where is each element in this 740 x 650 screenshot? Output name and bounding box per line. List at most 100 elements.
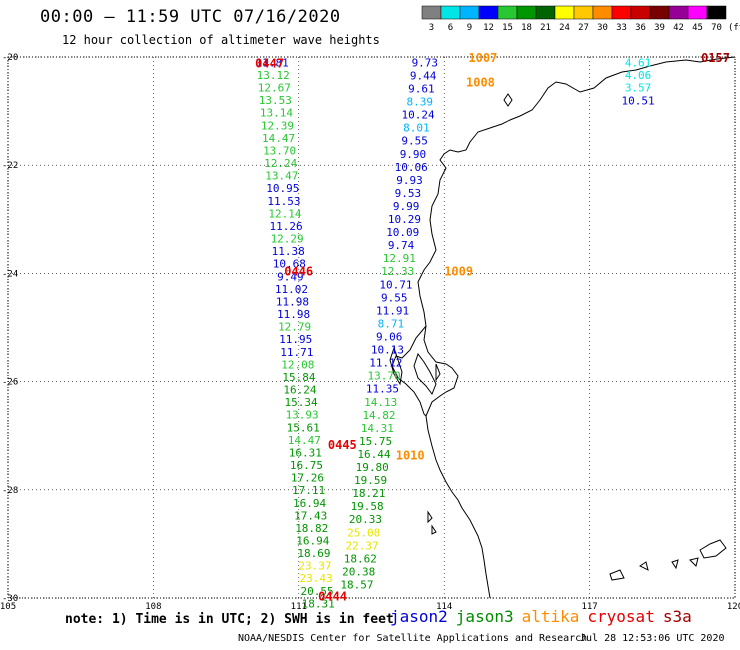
colorbar-label: 39 [654, 23, 665, 33]
wave-height-value: 14.13 [364, 396, 397, 409]
pass-number-label: 1007 [468, 51, 497, 65]
wave-height-value: 10.95 [266, 182, 299, 195]
wave-height-value: 23.43 [299, 572, 332, 585]
colorbar-label: 36 [635, 23, 646, 33]
wave-height-value: 22.37 [345, 539, 378, 552]
lat-tick-label: -28 [2, 486, 18, 496]
lon-tick-label: 108 [145, 602, 161, 612]
wave-height-value: 13.47 [265, 170, 298, 183]
colorbar-swatch [497, 5, 518, 20]
wave-height-value: 9.99 [393, 200, 420, 213]
wave-height-value: 8.71 [378, 317, 405, 330]
wave-height-value: 12.14 [268, 207, 301, 220]
legend-jason3: jason3 [455, 607, 514, 626]
wave-height-value: 10.13 [371, 344, 404, 357]
lon-tick-label: 114 [436, 602, 452, 612]
colorbar-label: 12 [483, 23, 494, 33]
wave-height-value: 9.90 [400, 148, 427, 161]
frame-border [7, 56, 736, 599]
colorbar-swatch [592, 5, 613, 20]
wave-height-value: 11.91 [376, 304, 409, 317]
lat-tick-label: -22 [2, 161, 18, 171]
colorbar-label: 18 [521, 23, 532, 33]
pass-number-label: 0445 [328, 438, 357, 452]
wave-height-value: 9.55 [381, 291, 408, 304]
pass-number-label: 0446 [284, 265, 313, 279]
legend-s3a: s3a [662, 607, 692, 626]
pass-labels: 0447 0446 0445 0444 1007 1008 1009 1010 0157 [255, 51, 730, 603]
map-frame [7, 56, 736, 599]
wave-height-value: 9.06 [376, 330, 403, 343]
altimeter-tracks: 11.8113.1212.6713.5313.1412.3914.4713.70… [256, 56, 655, 610]
wave-height-value: 17.43 [294, 509, 327, 522]
colorbar-label: 70 [711, 23, 722, 33]
wave-height-value: 15.84 [282, 371, 315, 384]
pass-number-label: 1008 [466, 75, 495, 89]
satellite-legend: jason2 jason3 altika cryosat s3a [390, 607, 700, 626]
footer-credit: NOAA/NESDIS Center for Satellite Applica… [238, 633, 588, 644]
dirk-hartog-island [389, 346, 403, 386]
wave-height-value: 4.06 [625, 69, 652, 82]
colorbar-swatch [421, 5, 442, 20]
pass-number-label: 1010 [396, 449, 425, 463]
wave-height-value: 4.61 [625, 56, 652, 69]
wave-height-value: 13.70 [368, 370, 401, 383]
pass-number-label: 0444 [318, 589, 347, 603]
wave-height-value: 11.98 [277, 308, 310, 321]
shark-bay-inlet [391, 325, 427, 417]
colorbar-label: 21 [540, 23, 551, 33]
colorbar-label: 6 [448, 23, 453, 33]
colorbar-swatch [554, 5, 575, 20]
colorbar-swatch [687, 5, 708, 20]
map-title: 00:00 – 11:59 UTC 07/16/2020 [40, 7, 341, 27]
wave-height-value: 17.26 [291, 472, 324, 485]
wave-height-value: 13.53 [259, 94, 292, 107]
colorbar-swatch [535, 5, 556, 20]
wave-height-value: 18.31 [302, 597, 335, 610]
wave-height-value: 12.08 [281, 358, 314, 371]
peron-peninsula [413, 352, 437, 396]
wave-height-value: 16.24 [283, 384, 316, 397]
colorbar-label: 9 [467, 23, 472, 33]
wave-height-value: 20.33 [349, 513, 382, 526]
wave-height-value: 16.75 [290, 459, 323, 472]
wave-height-value: 17.11 [292, 484, 325, 497]
wave-height-value: 9.74 [388, 239, 415, 252]
wave-height-value: 11.35 [366, 383, 399, 396]
legend-jason2: jason2 [390, 607, 448, 626]
wave-height-value: 20.38 [342, 565, 375, 578]
islands-south [427, 510, 437, 535]
legend-altika: altika [521, 607, 580, 626]
lon-tick-label: 120 [727, 602, 740, 612]
lon-tick-label: 105 [0, 602, 16, 612]
wave-height-value: 11.81 [256, 56, 289, 69]
wave-height-value: 12.33 [381, 265, 414, 278]
wave-height-value: 14.47 [288, 434, 321, 447]
lat-tick-label: -30 [2, 594, 18, 604]
wave-height-value: 12.79 [278, 321, 311, 334]
wave-height-value: 10.06 [395, 161, 428, 174]
wave-height-value: 9.44 [410, 69, 437, 82]
wave-height-value: 11.98 [276, 295, 309, 308]
colorbar-label: 45 [692, 23, 703, 33]
wave-height-value: 12.24 [264, 157, 297, 170]
south-coast-islands [609, 539, 727, 581]
wave-height-value: 14.47 [262, 132, 295, 145]
colorbar-swatch [516, 5, 537, 20]
wave-height-value: 14.31 [361, 422, 394, 435]
wave-height-value: 20.55 [301, 585, 334, 598]
wave-height-value: 12.29 [271, 233, 304, 246]
pass-number-label: 1009 [444, 265, 473, 279]
wave-height-value: 18.69 [297, 547, 330, 560]
colorbar-label: 24 [559, 23, 570, 33]
wave-height-value: 23.37 [298, 560, 331, 573]
wave-height-value: 19.80 [356, 461, 389, 474]
colorbar-swatch [706, 5, 727, 20]
wave-height-value: 13.14 [260, 107, 293, 120]
lat-tick-label: -24 [2, 269, 18, 279]
wave-height-value: 15.75 [359, 435, 392, 448]
wave-height-value: 10.68 [273, 258, 306, 271]
colorbar-label: 27 [578, 23, 589, 33]
wave-height-value: 15.34 [284, 396, 317, 409]
